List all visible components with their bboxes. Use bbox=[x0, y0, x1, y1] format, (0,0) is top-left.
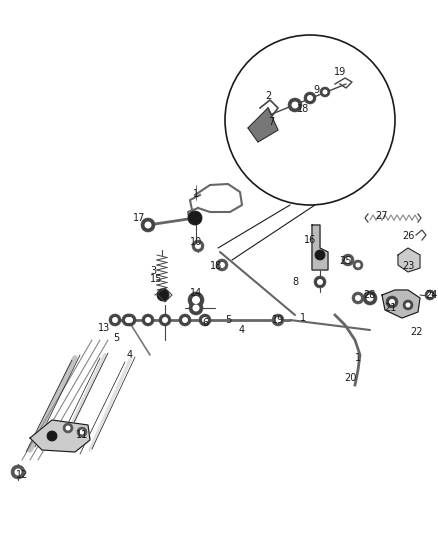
Text: 19: 19 bbox=[271, 315, 283, 325]
Circle shape bbox=[77, 427, 87, 437]
Circle shape bbox=[201, 317, 208, 323]
Text: 4: 4 bbox=[127, 350, 133, 360]
Circle shape bbox=[405, 303, 410, 308]
Circle shape bbox=[14, 469, 21, 475]
Text: 1: 1 bbox=[354, 353, 360, 363]
Circle shape bbox=[303, 92, 315, 104]
Circle shape bbox=[344, 257, 350, 263]
Circle shape bbox=[366, 295, 373, 302]
Text: 14: 14 bbox=[190, 288, 201, 298]
Text: 18: 18 bbox=[296, 104, 308, 114]
Circle shape bbox=[141, 218, 155, 232]
Circle shape bbox=[191, 296, 200, 304]
Circle shape bbox=[145, 317, 151, 323]
Circle shape bbox=[274, 317, 280, 323]
Circle shape bbox=[194, 243, 201, 249]
Text: 4: 4 bbox=[238, 325, 244, 335]
Text: 18: 18 bbox=[209, 261, 222, 271]
Circle shape bbox=[187, 292, 204, 308]
Circle shape bbox=[182, 317, 187, 323]
Text: 2: 2 bbox=[264, 91, 271, 101]
Text: 11: 11 bbox=[76, 430, 88, 440]
Circle shape bbox=[125, 317, 131, 323]
Circle shape bbox=[319, 87, 329, 97]
Text: 5: 5 bbox=[113, 333, 119, 343]
Text: 19: 19 bbox=[333, 67, 345, 77]
Circle shape bbox=[112, 317, 118, 323]
Circle shape bbox=[215, 259, 227, 271]
Circle shape bbox=[109, 314, 121, 326]
Circle shape bbox=[314, 250, 324, 260]
Circle shape bbox=[122, 314, 134, 326]
Circle shape bbox=[198, 314, 211, 326]
Circle shape bbox=[341, 254, 353, 266]
Text: 9: 9 bbox=[312, 85, 318, 95]
Circle shape bbox=[362, 291, 376, 305]
Circle shape bbox=[189, 301, 202, 315]
Circle shape bbox=[352, 260, 362, 270]
Polygon shape bbox=[247, 108, 277, 142]
Text: 24: 24 bbox=[424, 290, 436, 300]
Circle shape bbox=[124, 314, 136, 326]
Circle shape bbox=[306, 95, 312, 101]
Text: 5: 5 bbox=[224, 315, 230, 325]
Circle shape bbox=[65, 425, 71, 431]
Text: 21: 21 bbox=[383, 303, 395, 313]
Text: 1: 1 bbox=[299, 313, 305, 323]
Text: 23: 23 bbox=[401, 261, 413, 271]
Text: 20: 20 bbox=[343, 373, 355, 383]
Circle shape bbox=[385, 296, 397, 308]
Circle shape bbox=[79, 430, 84, 434]
Text: 12: 12 bbox=[16, 470, 28, 480]
Text: 1: 1 bbox=[192, 189, 198, 199]
Circle shape bbox=[388, 299, 394, 305]
Circle shape bbox=[63, 423, 73, 433]
Circle shape bbox=[355, 262, 360, 268]
Circle shape bbox=[159, 314, 171, 326]
Circle shape bbox=[287, 98, 301, 112]
Text: 13: 13 bbox=[98, 323, 110, 333]
Circle shape bbox=[354, 295, 360, 301]
Text: 27: 27 bbox=[375, 211, 387, 221]
Text: 16: 16 bbox=[303, 235, 315, 245]
Polygon shape bbox=[381, 290, 419, 318]
Circle shape bbox=[322, 90, 327, 94]
Text: 22: 22 bbox=[410, 327, 422, 337]
Polygon shape bbox=[30, 420, 90, 452]
Circle shape bbox=[192, 304, 199, 311]
Text: 17: 17 bbox=[133, 213, 145, 223]
Circle shape bbox=[141, 314, 154, 326]
Circle shape bbox=[47, 431, 57, 441]
Polygon shape bbox=[397, 248, 419, 272]
Text: 26: 26 bbox=[401, 231, 413, 241]
Text: 10: 10 bbox=[190, 237, 201, 247]
Circle shape bbox=[291, 101, 298, 109]
Text: 7: 7 bbox=[267, 117, 273, 127]
Circle shape bbox=[272, 314, 283, 326]
Circle shape bbox=[424, 290, 434, 300]
Circle shape bbox=[402, 300, 412, 310]
Polygon shape bbox=[311, 225, 327, 270]
Circle shape bbox=[179, 314, 191, 326]
Text: 3: 3 bbox=[150, 266, 155, 276]
Circle shape bbox=[316, 279, 322, 285]
Text: 6: 6 bbox=[201, 318, 208, 328]
Text: 28: 28 bbox=[362, 290, 374, 300]
Circle shape bbox=[127, 317, 133, 323]
Text: 15: 15 bbox=[149, 274, 162, 284]
Circle shape bbox=[144, 222, 151, 229]
Circle shape bbox=[157, 289, 169, 301]
Circle shape bbox=[187, 211, 201, 225]
Text: 8: 8 bbox=[291, 277, 297, 287]
Circle shape bbox=[191, 240, 204, 252]
Circle shape bbox=[162, 317, 168, 323]
Circle shape bbox=[11, 465, 25, 479]
Circle shape bbox=[351, 292, 363, 304]
Circle shape bbox=[313, 276, 325, 288]
Circle shape bbox=[219, 262, 225, 268]
Text: 25: 25 bbox=[339, 256, 351, 266]
Circle shape bbox=[427, 293, 431, 297]
